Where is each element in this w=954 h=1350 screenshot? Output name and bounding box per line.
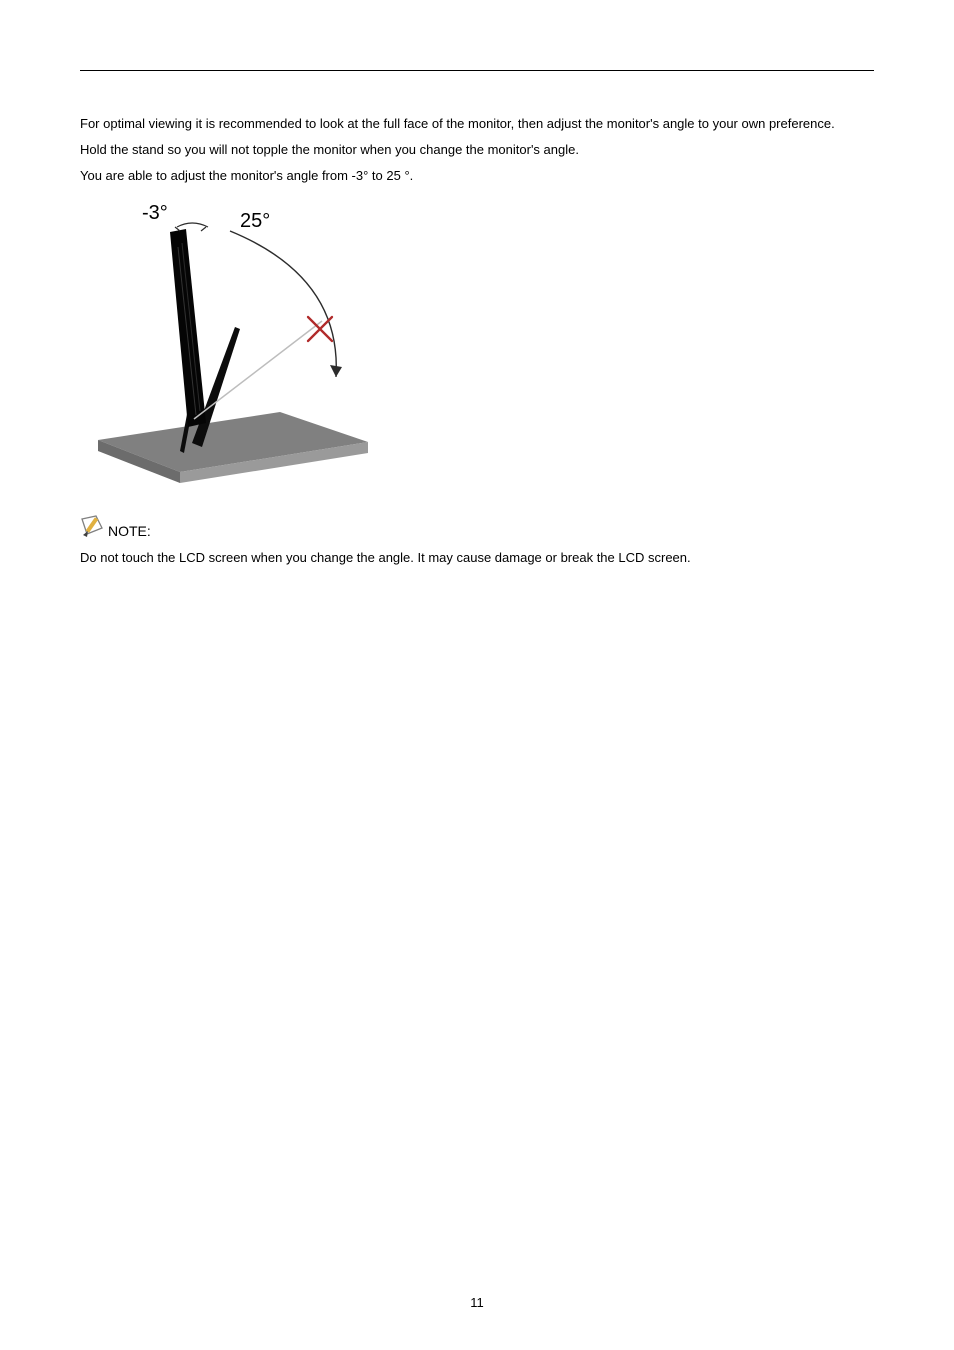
ghost-tilt-line xyxy=(194,321,322,419)
body-paragraphs: For optimal viewing it is recommended to… xyxy=(80,111,874,189)
sweep-arrow xyxy=(230,231,336,377)
minus3-tick-r xyxy=(201,227,206,231)
document-page: For optimal viewing it is recommended to… xyxy=(0,0,954,1350)
minus3-tick-l xyxy=(175,227,180,231)
page-number: 11 xyxy=(0,1295,954,1310)
paragraph-2: Hold the stand so you will not topple th… xyxy=(80,137,874,163)
tilt-diagram-svg: -3° 25° xyxy=(80,197,380,487)
note-body-text: Do not touch the LCD screen when you cha… xyxy=(80,545,874,571)
tilt-angle-figure: -3° 25° xyxy=(80,197,380,487)
note-heading-row: NOTE: xyxy=(80,515,874,539)
label-25: 25° xyxy=(240,210,270,232)
paragraph-1: For optimal viewing it is recommended to… xyxy=(80,111,874,137)
note-icon xyxy=(80,515,106,539)
paragraph-3: You are able to adjust the monitor's ang… xyxy=(80,163,874,189)
label-minus3: -3° xyxy=(142,202,168,224)
minor-arc xyxy=(177,223,208,227)
top-horizontal-rule xyxy=(80,70,874,71)
sweep-arrowhead xyxy=(330,365,342,377)
monitor-panel xyxy=(170,229,206,427)
note-label: NOTE: xyxy=(108,523,151,539)
platform xyxy=(98,412,368,483)
